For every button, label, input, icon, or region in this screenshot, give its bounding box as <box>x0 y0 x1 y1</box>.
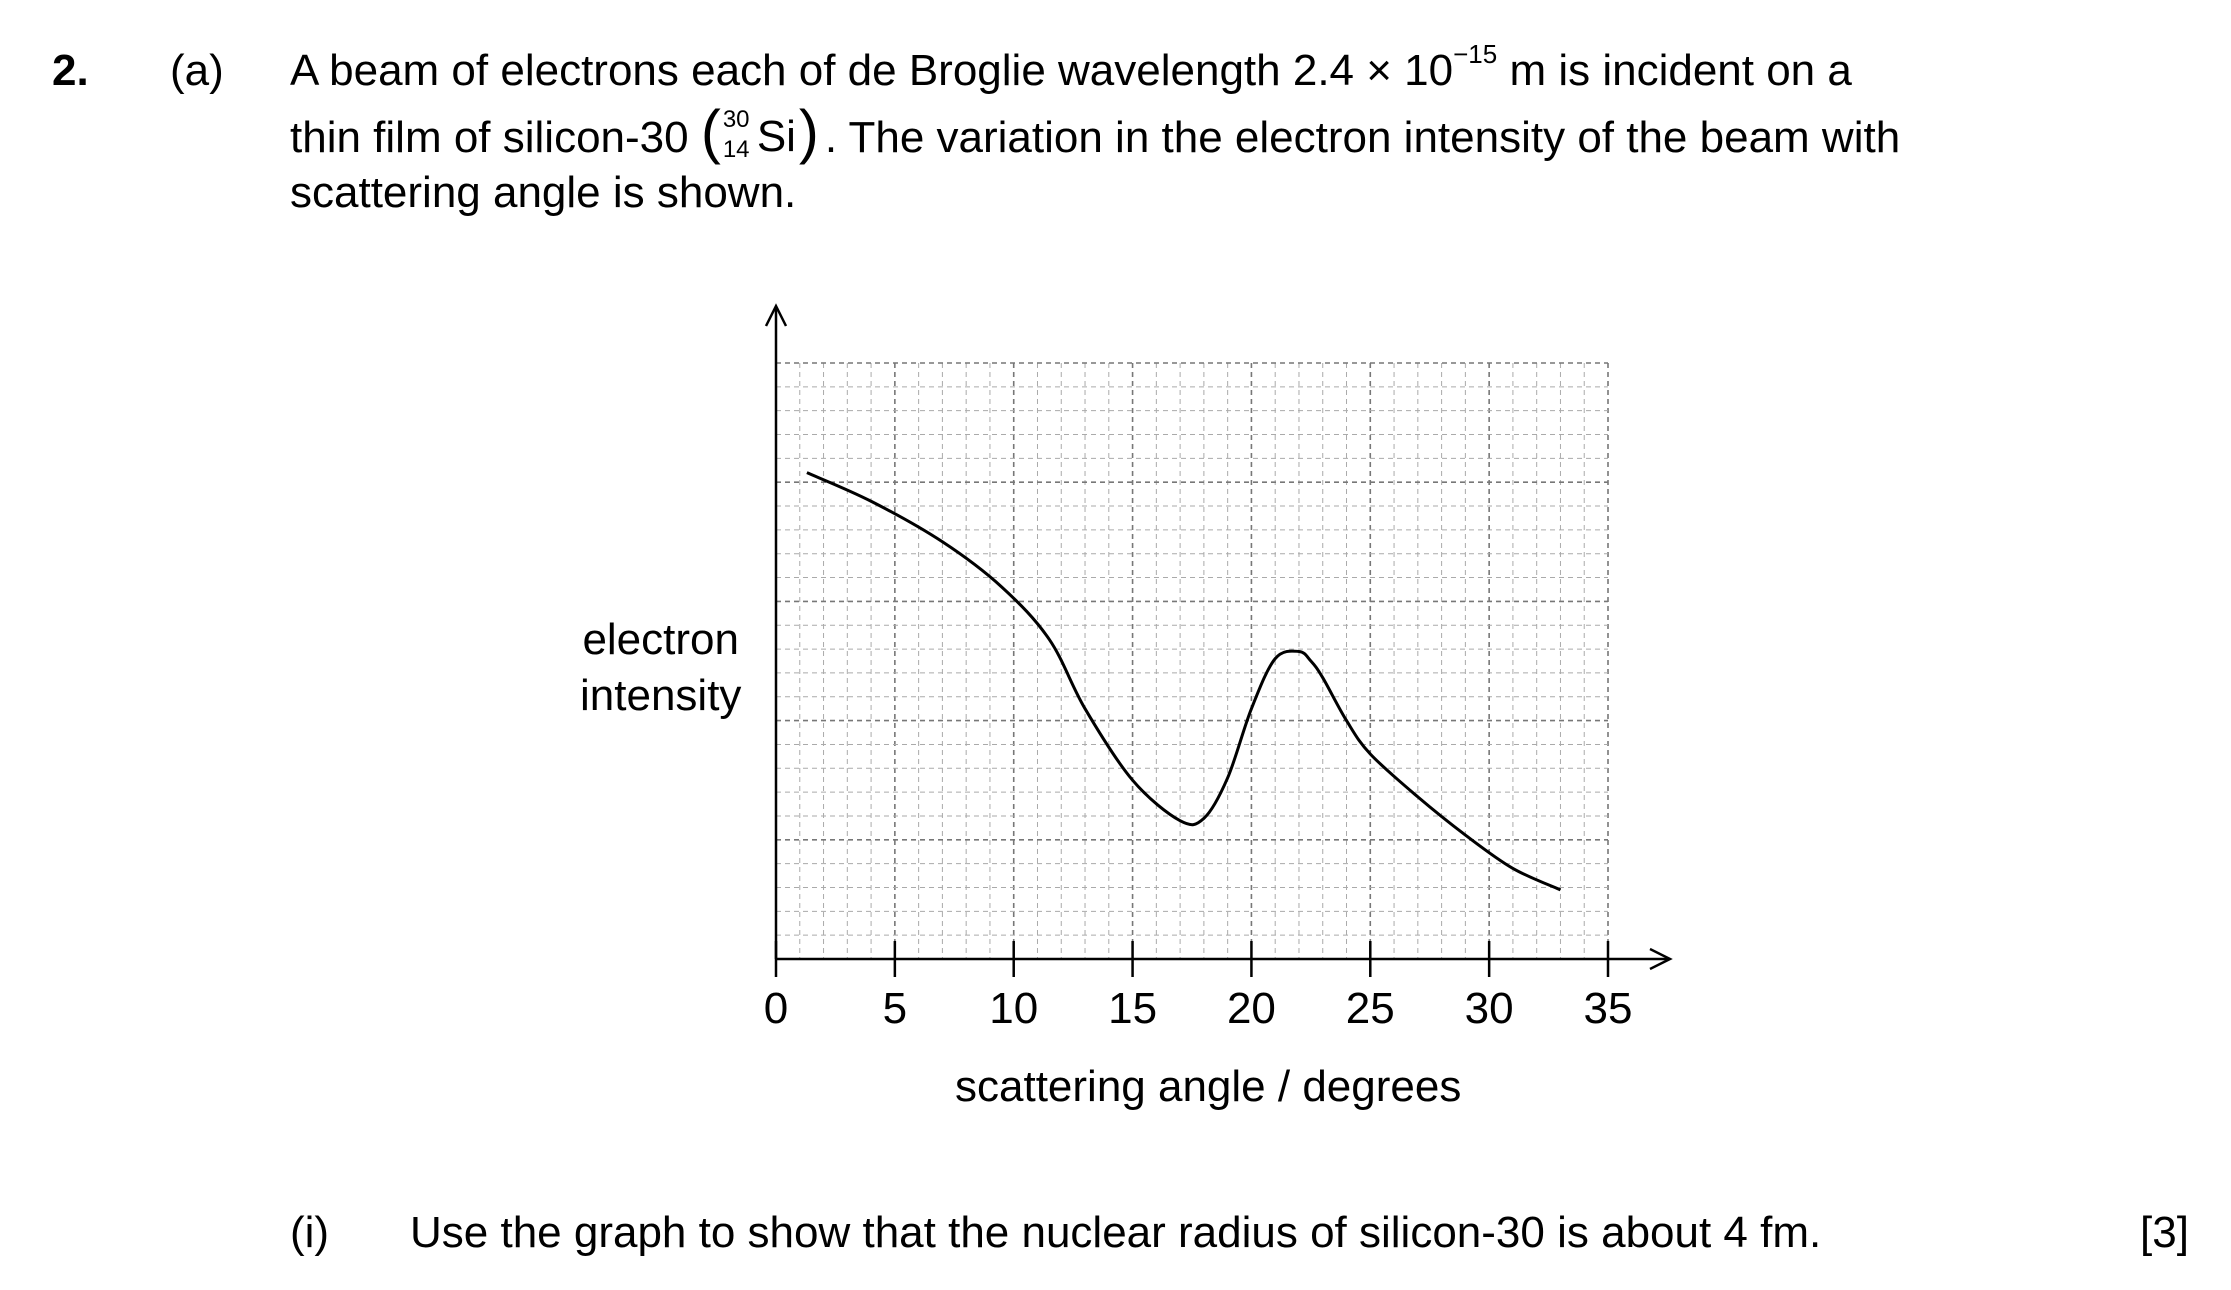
x-axis-label: scattering angle / degrees <box>955 1062 1462 1111</box>
line1-text-a: A beam of electrons each of de Broglie w… <box>290 46 1454 95</box>
x-tick-label: 25 <box>1346 984 1395 1033</box>
nuclide-notation: (30 14 Si) <box>701 102 825 164</box>
marks-label: [3] <box>2140 1208 2189 1257</box>
x-tick-label: 15 <box>1108 984 1157 1033</box>
subquestion-text: Use the graph to show that the nuclear r… <box>410 1208 1822 1257</box>
y-axis-label-line2: intensity <box>580 671 742 720</box>
question-line-3: scattering angle is shown. <box>290 168 797 217</box>
question-line-1: A beam of electrons each of de Broglie w… <box>290 41 1852 96</box>
y-axis-arrowhead <box>764 303 788 327</box>
y-axis-label-line1: electron <box>582 615 739 664</box>
x-tick-label: 10 <box>989 984 1038 1033</box>
left-paren: ( <box>700 98 721 165</box>
line1-text-b: m is incident on a <box>1497 46 1852 95</box>
question-number: 2. <box>52 46 89 95</box>
x-tick-label: 0 <box>764 984 788 1033</box>
x-axis-arrowhead <box>1649 947 1673 971</box>
line2-text-a: thin film of silicon-30 <box>290 113 701 162</box>
wavelength-exponent: −15 <box>1453 39 1498 69</box>
chart-axes <box>764 303 1673 971</box>
y-axis-label: electron intensity <box>580 612 741 724</box>
x-tick-label: 35 <box>1584 984 1633 1033</box>
x-ticks: 0 5 10 15 20 25 30 35 <box>764 941 1633 1033</box>
line2-text-b: . The variation in the electron intensit… <box>824 113 1901 162</box>
question-line-2: thin film of silicon-30 (30 14 Si). The va… <box>290 102 1901 164</box>
nuclide-symbol: Si <box>756 112 796 161</box>
part-label: (a) <box>170 46 224 95</box>
intensity-curve <box>806 471 1562 892</box>
right-paren: ) <box>798 98 819 165</box>
chart-grid <box>775 362 1609 960</box>
nuclide-mass-number: 30 <box>722 106 750 133</box>
nuclide-atomic-number: 14 <box>722 136 750 163</box>
x-tick-label: 20 <box>1227 984 1276 1033</box>
x-tick-label: 30 <box>1465 984 1514 1033</box>
subquestion-label: (i) <box>290 1208 330 1257</box>
x-tick-label: 5 <box>883 984 907 1033</box>
